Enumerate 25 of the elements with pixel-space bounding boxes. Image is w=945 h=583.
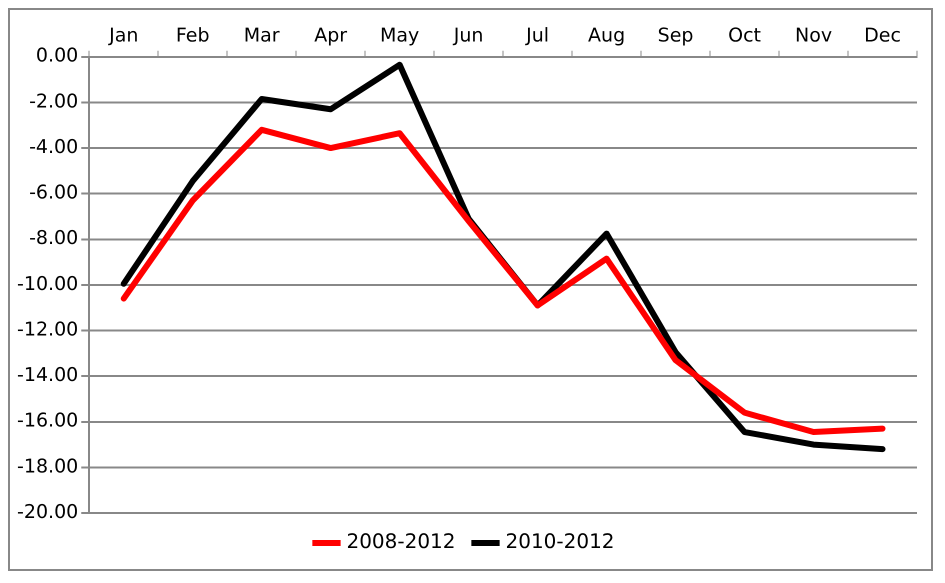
x-tick-label: Nov — [794, 24, 832, 46]
x-tick-label: Jul — [525, 24, 550, 46]
y-tick-label: -16.00 — [17, 410, 78, 432]
y-tick-label: -8.00 — [29, 227, 78, 250]
y-tick-label: -6.00 — [29, 182, 78, 204]
y-tick-label: -4.00 — [29, 136, 78, 158]
y-tick-label: -2.00 — [29, 90, 78, 112]
x-tick-label: Oct — [728, 24, 761, 46]
y-tick-label: -14.00 — [17, 364, 78, 386]
x-tick-label: Feb — [176, 24, 210, 46]
y-tick-label: 0.00 — [36, 44, 78, 67]
x-tick-label: Apr — [314, 24, 348, 46]
y-tick-label: -10.00 — [17, 272, 78, 295]
x-tick-label: Sep — [658, 24, 694, 46]
x-tick-label: Aug — [588, 24, 626, 46]
x-tick-label: May — [380, 24, 420, 46]
y-tick-label: -12.00 — [17, 318, 78, 340]
y-tick-label: -20.00 — [17, 500, 78, 523]
y-tick-label: -18.00 — [17, 455, 78, 478]
legend-label: 2008-2012 — [346, 529, 456, 554]
x-tick-label: Jan — [108, 24, 138, 46]
x-tick-label: Mar — [244, 24, 280, 46]
legend-label: 2010-2012 — [506, 529, 615, 554]
x-tick-label: Dec — [864, 24, 901, 46]
x-tick-label: Jun — [452, 24, 484, 46]
